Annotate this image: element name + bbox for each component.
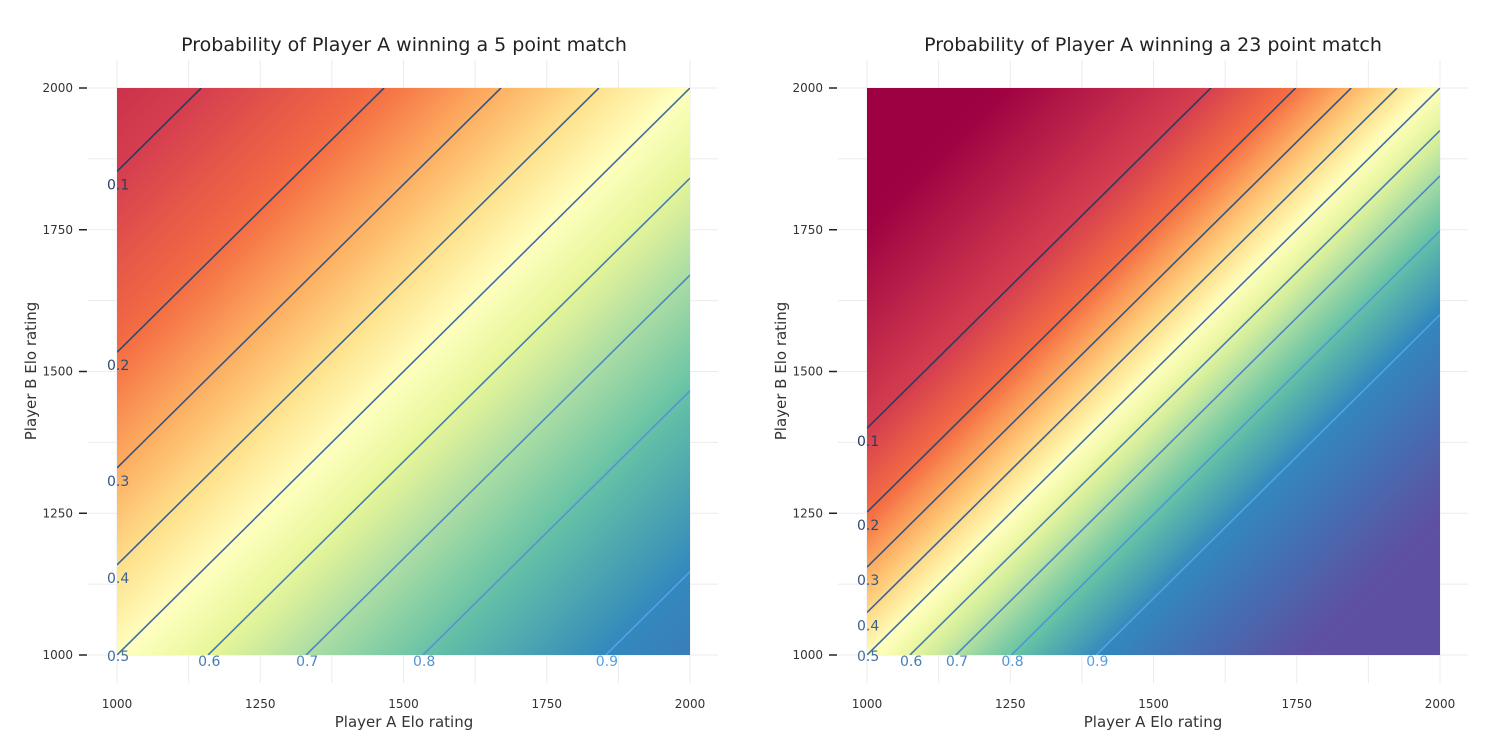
y-tick-label: 1750 [42, 223, 73, 237]
chart-title: Probability of Player A winning a 5 poin… [181, 34, 627, 56]
contour-label-0.8: 0.8 [413, 654, 435, 670]
chart-panel-right: Probability of Player A winning a 23 poi… [772, 34, 1468, 731]
y-tick-label: 1500 [42, 365, 73, 379]
contour-label-0.5: 0.5 [107, 649, 129, 665]
contour-line-0.4 [867, 88, 1398, 614]
contour-label-0.7: 0.7 [296, 654, 318, 670]
contour-line-0.3 [867, 88, 1352, 568]
y-tick-label: 1250 [42, 506, 73, 520]
contour-label-0.9: 0.9 [596, 654, 618, 670]
x-tick-label: 2000 [675, 697, 706, 711]
contour-line-0.2 [117, 88, 385, 353]
contour-label-0.3: 0.3 [107, 474, 129, 490]
contour-line-0.7 [955, 175, 1440, 655]
x-tick-label: 1000 [102, 697, 133, 711]
contour-label-0.1: 0.1 [107, 177, 129, 193]
contour-line-0.8 [422, 390, 690, 655]
contour-line-0.9 [1095, 314, 1440, 655]
y-tick-label: 2000 [792, 81, 823, 95]
contour-line-0.6 [207, 177, 690, 655]
contour-label-0.8: 0.8 [1001, 654, 1023, 670]
contour-line-0.1 [117, 88, 202, 172]
contour-line-0.8 [1010, 230, 1440, 655]
x-tick-label: 1250 [245, 697, 276, 711]
contour-label-0.2: 0.2 [107, 358, 129, 374]
contour-label-0.4: 0.4 [107, 571, 129, 587]
contour-label-0.5: 0.5 [857, 649, 879, 665]
contour-label-0.7: 0.7 [946, 654, 968, 670]
y-axis-label: Player B Elo rating [22, 302, 40, 441]
contour-line-0.6 [909, 129, 1440, 655]
contour-label-0.4: 0.4 [857, 618, 879, 634]
contour-line-0.4 [117, 88, 600, 566]
axes: 1000 1250 1500 1750 2000 1000 1250 1500 1750 2000 [42, 81, 705, 711]
contour-line-0.1 [867, 88, 1212, 429]
contour-label-0.1: 0.1 [857, 434, 879, 450]
axes: 1000 1250 1500 1750 2000 1000 1250 1500 1750 2000 [792, 81, 1455, 711]
x-axis-label: Player A Elo rating [1084, 713, 1223, 731]
contour-line-0.7 [305, 274, 690, 655]
y-axis-label: Player B Elo rating [772, 302, 790, 441]
contour-line-0.5 [117, 88, 690, 655]
x-tick-label: 1750 [1281, 697, 1312, 711]
contour-label-0.2: 0.2 [857, 518, 879, 534]
chart-title: Probability of Player A winning a 23 poi… [924, 34, 1382, 56]
contour-label-0.6: 0.6 [900, 654, 922, 670]
y-tick-label: 1750 [792, 223, 823, 237]
x-tick-label: 2000 [1425, 697, 1456, 711]
x-axis-label: Player A Elo rating [335, 713, 474, 731]
x-tick-label: 1000 [852, 697, 883, 711]
contour-line-0.9 [605, 571, 690, 655]
y-tick-label: 2000 [42, 81, 73, 95]
y-tick-label: 1000 [792, 648, 823, 662]
contour-line-0.5 [867, 88, 1440, 655]
contour-lines [867, 88, 1440, 655]
contour-line-0.2 [867, 88, 1297, 513]
x-tick-label: 1500 [1138, 697, 1169, 711]
y-tick-label: 1000 [42, 648, 73, 662]
contour-line-0.3 [117, 88, 502, 469]
x-tick-label: 1500 [388, 697, 419, 711]
chart-panel-left: Probability of Player A winning a 5 poin… [22, 34, 718, 731]
x-tick-label: 1250 [995, 697, 1026, 711]
contour-label-0.6: 0.6 [198, 654, 220, 670]
y-tick-label: 1500 [792, 365, 823, 379]
x-tick-label: 1750 [531, 697, 562, 711]
contour-label-0.3: 0.3 [857, 573, 879, 589]
y-tick-label: 1250 [792, 506, 823, 520]
contour-lines [117, 88, 690, 655]
contour-label-0.9: 0.9 [1086, 654, 1108, 670]
